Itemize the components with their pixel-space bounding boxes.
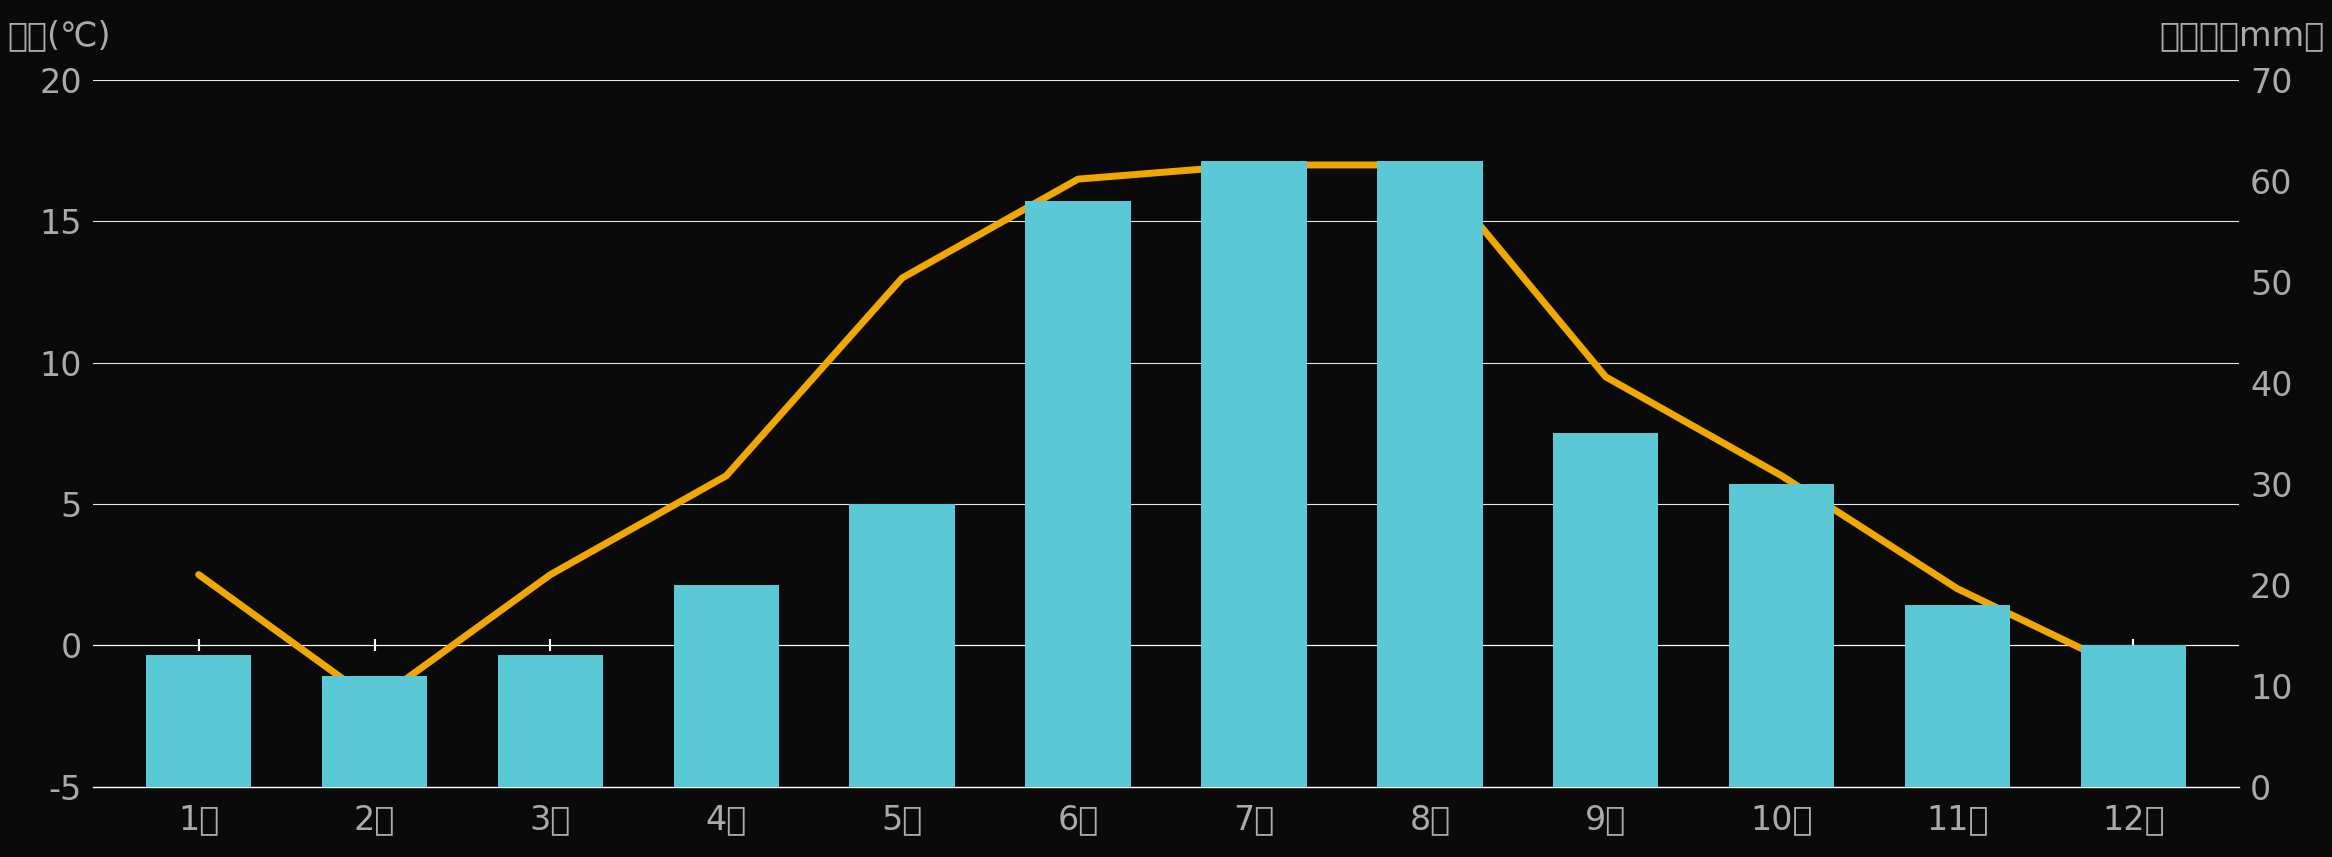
Bar xyxy=(849,504,954,787)
Text: 降水量（mm）: 降水量（mm） xyxy=(2159,19,2325,52)
Bar xyxy=(1201,161,1306,787)
Bar xyxy=(322,675,427,787)
Bar xyxy=(2080,645,2185,787)
Text: 気温(℃): 気温(℃) xyxy=(7,19,112,52)
Bar xyxy=(147,656,252,787)
Bar xyxy=(1728,484,1835,787)
Bar xyxy=(497,656,604,787)
Bar xyxy=(1905,605,2010,787)
Bar xyxy=(1026,201,1131,787)
Bar xyxy=(1553,434,1658,787)
Bar xyxy=(1378,161,1483,787)
Bar xyxy=(674,584,779,787)
